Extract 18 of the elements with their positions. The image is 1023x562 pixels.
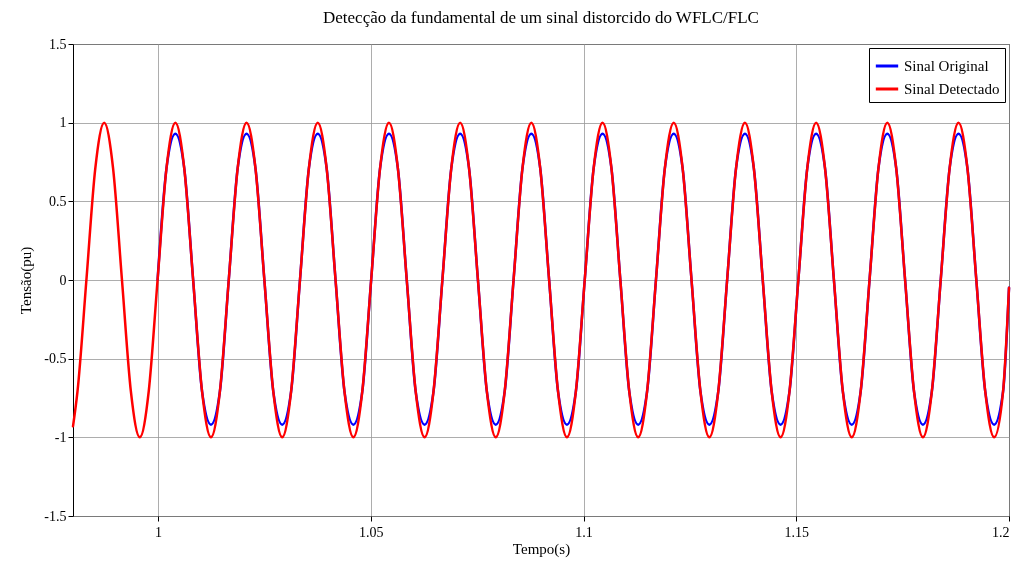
x-tick-label: 1.15	[784, 524, 810, 540]
y-tick-label: 0.5	[49, 193, 67, 209]
y-tick-label: -1	[54, 429, 67, 445]
legend-label: Sinal Original	[904, 58, 989, 74]
x-tick-label: 1.2	[992, 524, 1010, 540]
y-tick-label: -0.5	[44, 351, 67, 367]
legend-label: Sinal Detectado	[904, 81, 1000, 97]
y-tick-label: 0	[59, 272, 67, 288]
y-tick-label: 1.5	[49, 36, 67, 52]
y-axis-title: Tensão(pu)	[18, 246, 36, 315]
x-tick-label: 1.05	[359, 524, 384, 540]
x-axis-title: Tempo(s)	[512, 540, 571, 558]
chart-title: Detecção da fundamental de um sinal distorcido do WFLC/FLC	[323, 8, 759, 27]
y-tick-label: -1.5	[44, 508, 67, 524]
y-tick-label: 1	[59, 115, 67, 131]
line-series	[71, 121, 1011, 439]
x-tick-label: 1.1	[575, 524, 593, 540]
x-tick-label: 1	[155, 524, 163, 540]
